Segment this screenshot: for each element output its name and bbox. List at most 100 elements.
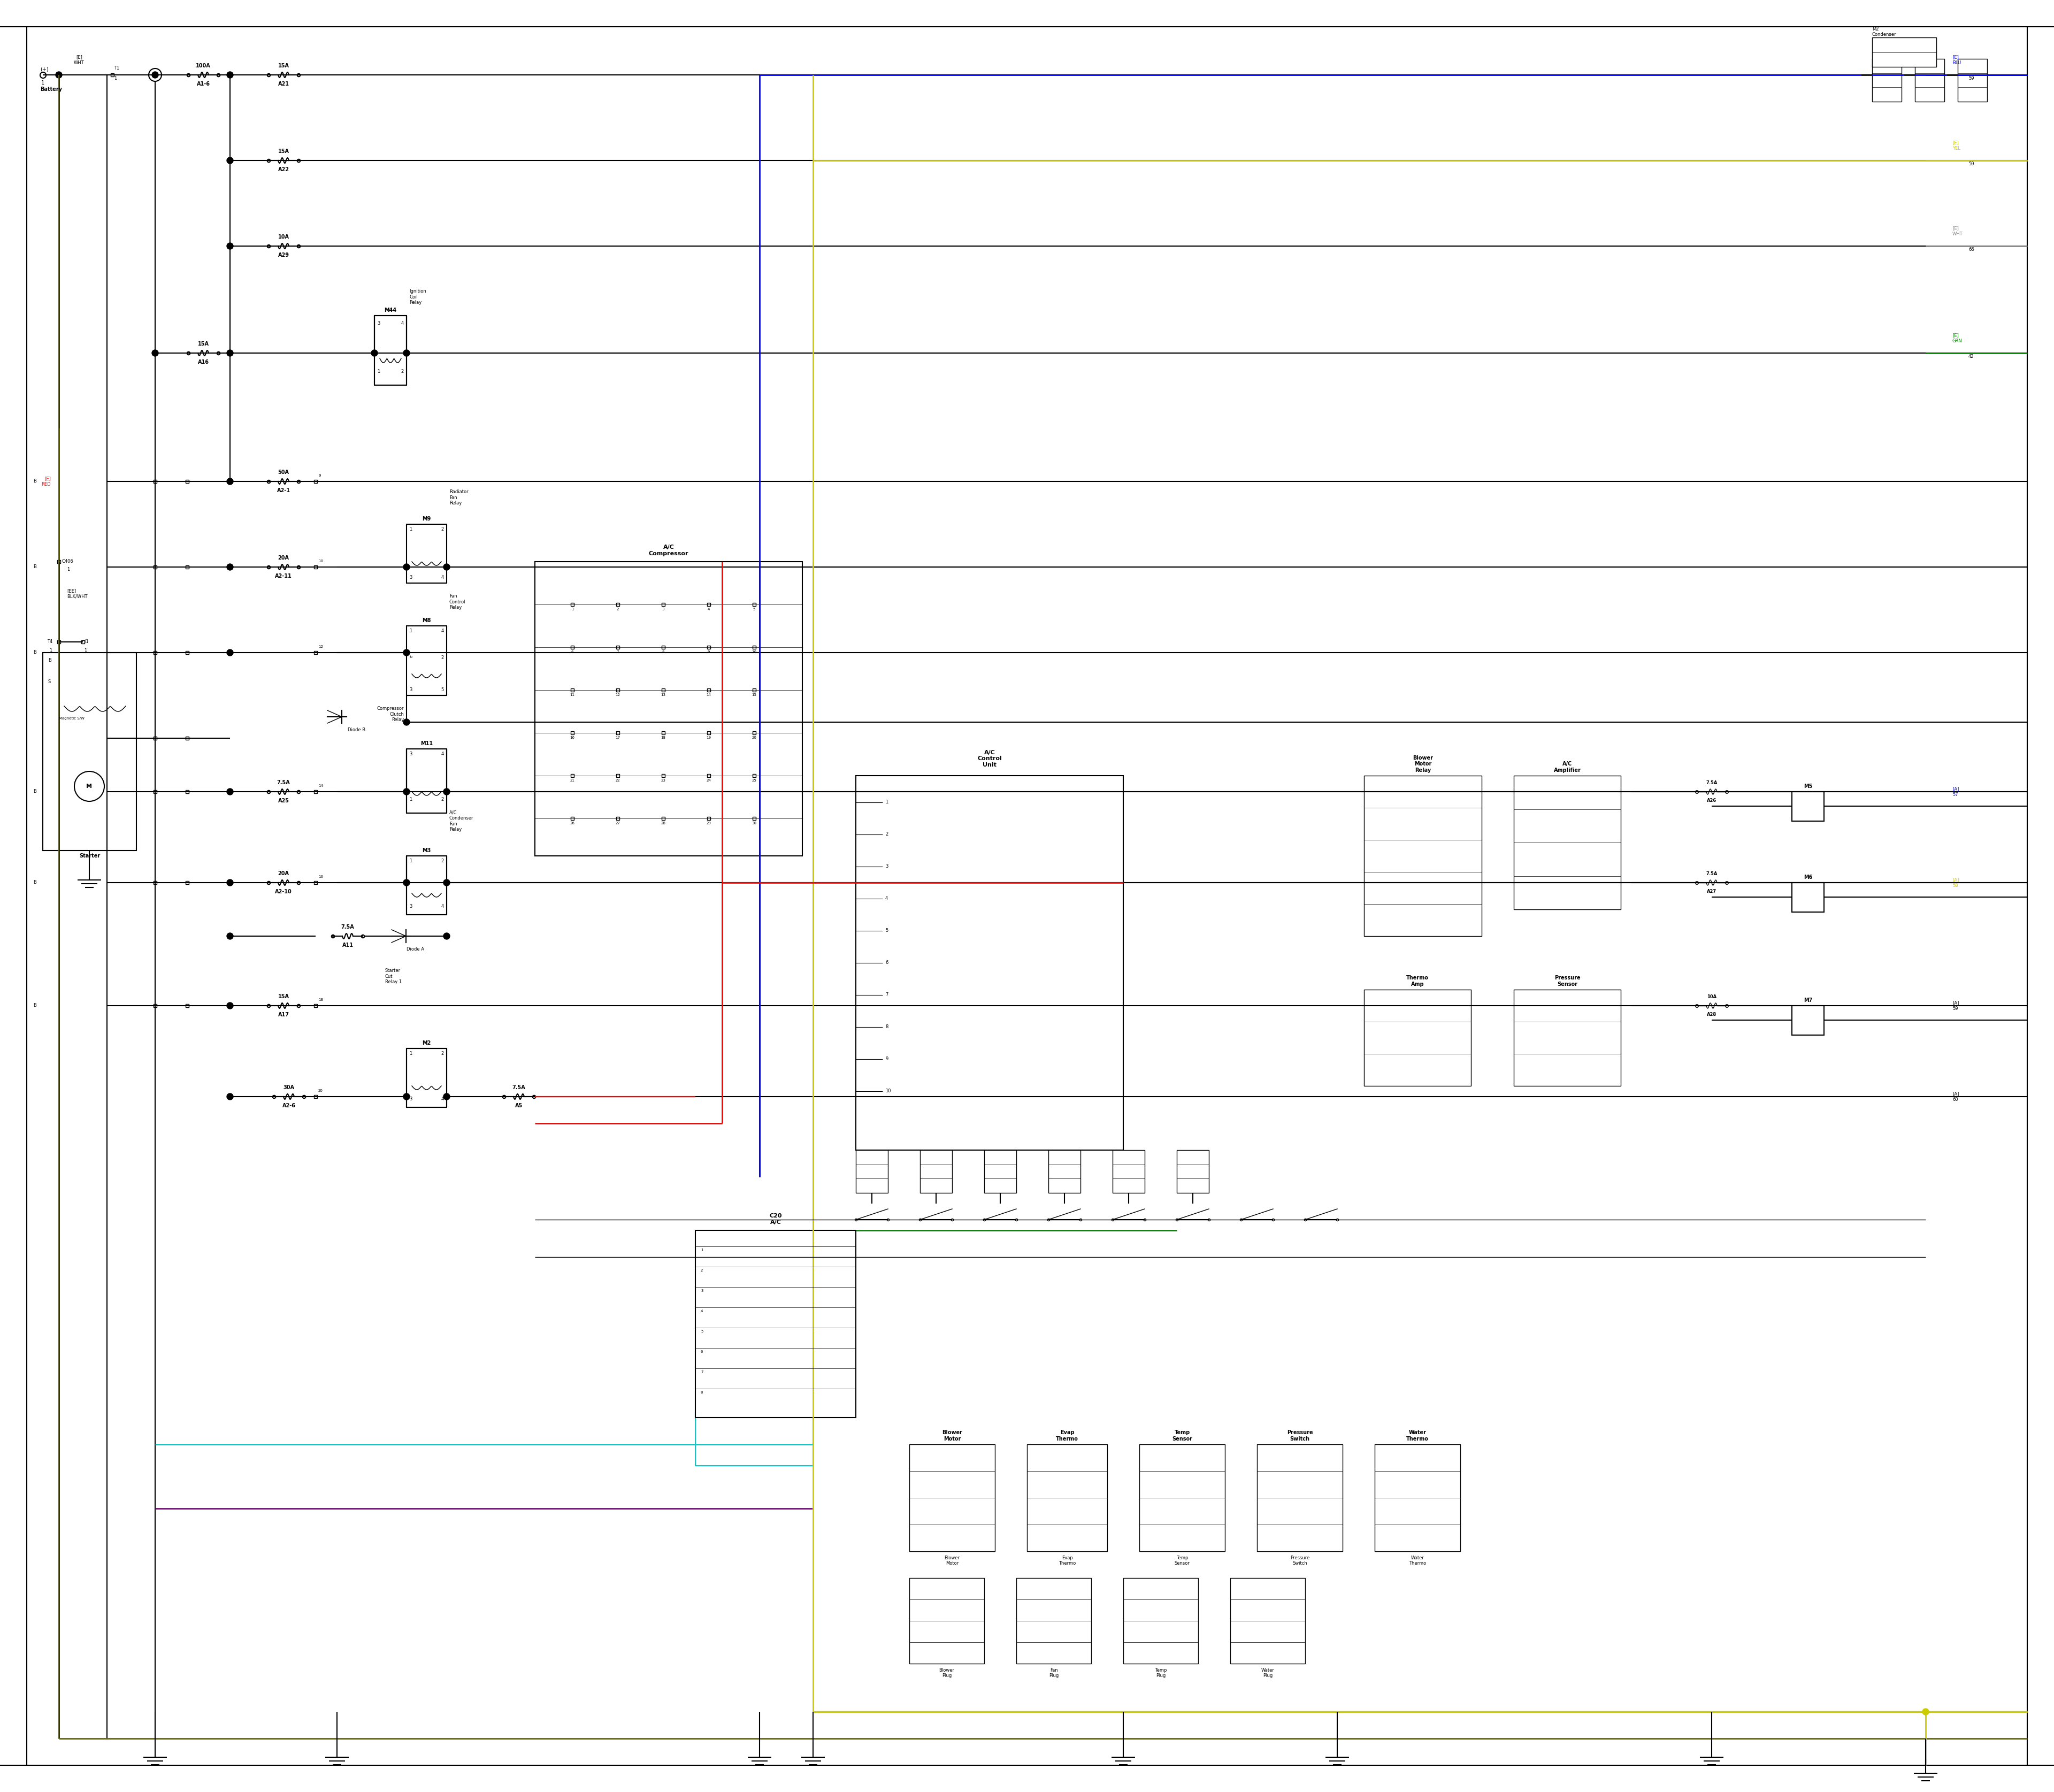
Bar bbox=[910, 1579, 984, 1663]
Circle shape bbox=[226, 72, 234, 79]
Text: 10: 10 bbox=[752, 650, 756, 654]
Bar bbox=[374, 315, 407, 385]
Text: Pressure
Switch: Pressure Switch bbox=[1290, 1555, 1310, 1566]
Circle shape bbox=[403, 788, 409, 796]
Text: 1: 1 bbox=[885, 799, 887, 805]
Text: M7: M7 bbox=[1803, 998, 1812, 1004]
Bar bbox=[1914, 59, 1945, 102]
Text: 11: 11 bbox=[569, 694, 575, 697]
Text: M6: M6 bbox=[1803, 874, 1812, 880]
Text: 1: 1 bbox=[409, 527, 413, 532]
Bar bbox=[910, 1444, 994, 1552]
Bar bbox=[43, 652, 136, 851]
Text: A16: A16 bbox=[197, 360, 210, 366]
Text: 4: 4 bbox=[401, 321, 405, 326]
Text: 14: 14 bbox=[318, 785, 322, 787]
Text: 4: 4 bbox=[700, 1310, 702, 1314]
Bar bbox=[1871, 38, 1937, 66]
Text: 28: 28 bbox=[661, 823, 665, 824]
Text: 4: 4 bbox=[442, 575, 444, 581]
Text: 7.5A: 7.5A bbox=[1707, 871, 1717, 876]
Circle shape bbox=[444, 1093, 450, 1100]
Text: 2: 2 bbox=[401, 369, 405, 375]
Text: 6: 6 bbox=[700, 1349, 702, 1353]
Circle shape bbox=[226, 1093, 234, 1100]
Text: 2: 2 bbox=[700, 1269, 702, 1272]
Circle shape bbox=[403, 649, 409, 656]
Text: M5: M5 bbox=[1803, 783, 1812, 788]
Text: 4: 4 bbox=[885, 896, 887, 901]
Text: 7.5A: 7.5A bbox=[277, 780, 290, 785]
Text: B: B bbox=[47, 658, 51, 663]
Text: M44: M44 bbox=[384, 308, 396, 314]
Text: 9: 9 bbox=[707, 650, 711, 654]
Text: Blower
Motor: Blower Motor bbox=[945, 1555, 959, 1566]
Text: Evap
Thermo: Evap Thermo bbox=[1056, 1430, 1078, 1441]
Text: 7: 7 bbox=[616, 650, 618, 654]
Text: 18: 18 bbox=[661, 737, 665, 740]
Text: 22: 22 bbox=[616, 780, 620, 781]
Circle shape bbox=[226, 880, 234, 885]
Text: 10: 10 bbox=[885, 1090, 891, 1093]
Text: 29: 29 bbox=[707, 823, 711, 824]
Text: 27: 27 bbox=[616, 823, 620, 824]
Text: Temp
Sensor: Temp Sensor bbox=[1175, 1555, 1189, 1566]
Text: Water
Plug: Water Plug bbox=[1261, 1668, 1273, 1679]
Bar bbox=[407, 625, 446, 695]
Bar bbox=[1957, 59, 1986, 102]
Circle shape bbox=[403, 880, 409, 885]
Text: 3: 3 bbox=[661, 607, 665, 611]
Text: 3: 3 bbox=[409, 575, 413, 581]
Text: 30: 30 bbox=[752, 823, 756, 824]
Text: 5: 5 bbox=[885, 928, 887, 934]
Text: 1: 1 bbox=[378, 369, 380, 375]
Circle shape bbox=[444, 564, 450, 570]
Text: M11: M11 bbox=[421, 740, 433, 745]
Text: 10: 10 bbox=[318, 559, 322, 563]
Text: Diode B: Diode B bbox=[347, 728, 366, 733]
Text: 4: 4 bbox=[442, 1097, 444, 1102]
Bar bbox=[1048, 1150, 1080, 1193]
Circle shape bbox=[444, 788, 450, 796]
Text: 1: 1 bbox=[409, 629, 413, 633]
Text: [A]
59: [A] 59 bbox=[1953, 1000, 1960, 1011]
Bar bbox=[696, 1231, 857, 1417]
Bar bbox=[407, 1048, 446, 1107]
Text: [A]
60: [A] 60 bbox=[1953, 1091, 1960, 1102]
Circle shape bbox=[226, 1002, 234, 1009]
Text: M9: M9 bbox=[423, 516, 431, 521]
Text: 2: 2 bbox=[442, 1052, 444, 1055]
Text: Starter
Cut
Relay 1: Starter Cut Relay 1 bbox=[386, 968, 403, 984]
Text: 1: 1 bbox=[571, 607, 573, 611]
Text: 1: 1 bbox=[409, 1052, 413, 1055]
Text: 23: 23 bbox=[661, 780, 665, 781]
Circle shape bbox=[226, 788, 234, 796]
Text: 24: 24 bbox=[707, 780, 711, 781]
Text: C20
A/C: C20 A/C bbox=[770, 1213, 783, 1226]
Text: 1: 1 bbox=[409, 797, 413, 801]
Text: 2: 2 bbox=[442, 797, 444, 801]
Text: 2: 2 bbox=[616, 607, 618, 611]
Bar bbox=[1140, 1444, 1224, 1552]
Text: A2-10: A2-10 bbox=[275, 889, 292, 894]
Text: 4: 4 bbox=[442, 751, 444, 756]
Text: 15: 15 bbox=[752, 694, 756, 697]
Text: I1: I1 bbox=[84, 640, 88, 645]
Text: Water
Thermo: Water Thermo bbox=[1409, 1555, 1425, 1566]
Text: 16: 16 bbox=[569, 737, 575, 740]
Text: Magnetic S/W: Magnetic S/W bbox=[60, 717, 84, 720]
Text: lo: lo bbox=[409, 656, 413, 658]
Text: 4: 4 bbox=[442, 903, 444, 909]
Bar bbox=[1514, 989, 1621, 1086]
Text: 5: 5 bbox=[442, 688, 444, 692]
Text: B: B bbox=[33, 788, 37, 794]
Text: 12: 12 bbox=[616, 694, 620, 697]
Text: 2: 2 bbox=[442, 858, 444, 864]
Text: 18: 18 bbox=[318, 998, 322, 1002]
Circle shape bbox=[152, 72, 158, 79]
Circle shape bbox=[226, 244, 234, 249]
Text: Compressor
Clutch
Relay: Compressor Clutch Relay bbox=[376, 706, 405, 722]
Text: M3: M3 bbox=[423, 848, 431, 853]
Circle shape bbox=[226, 564, 234, 570]
Bar bbox=[1027, 1444, 1107, 1552]
